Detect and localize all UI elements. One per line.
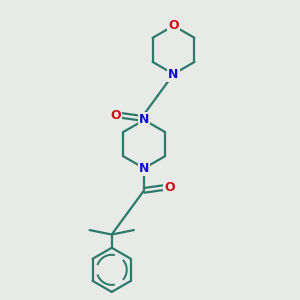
Text: O: O <box>164 181 175 194</box>
Text: N: N <box>139 162 149 175</box>
Text: N: N <box>168 68 179 80</box>
Text: O: O <box>110 109 121 122</box>
Text: O: O <box>168 19 179 32</box>
Text: N: N <box>139 113 149 127</box>
